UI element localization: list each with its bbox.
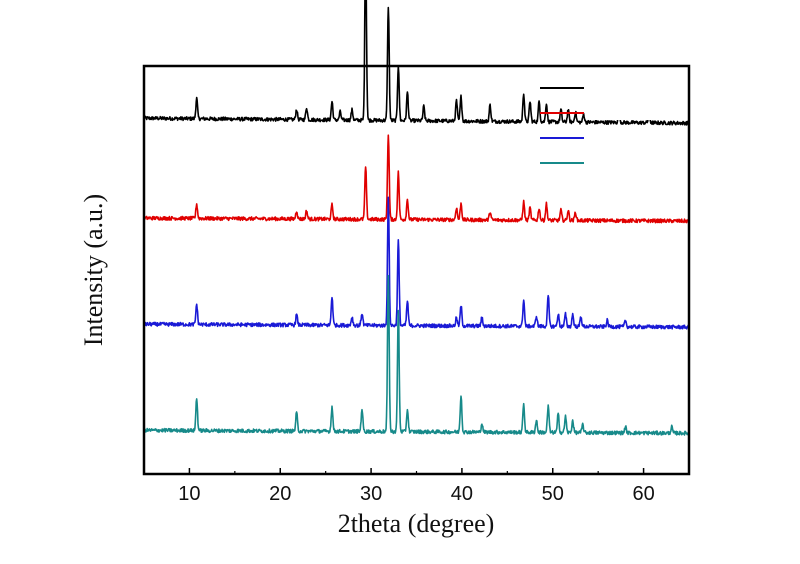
legend-label-3 <box>592 131 662 145</box>
series-line-1 <box>143 0 690 126</box>
x-tick-label: 40 <box>451 483 473 505</box>
x-tick-label: 10 <box>178 483 200 505</box>
legend-label-2 <box>592 106 662 120</box>
x-axis-title: 2theta (degree) <box>338 509 495 538</box>
x-tick-label: 60 <box>632 483 654 505</box>
plot-frame <box>142 64 691 476</box>
legend-label-4 <box>592 156 662 170</box>
legend-label-1 <box>592 81 662 95</box>
series-line-2 <box>143 134 690 224</box>
y-axis-title: Intensity (a.u.) <box>79 194 108 346</box>
series-line-3 <box>143 196 690 330</box>
series-line-4 <box>143 274 690 436</box>
series-layer <box>143 0 690 436</box>
legend <box>540 81 662 170</box>
x-tick-label: 20 <box>269 483 291 505</box>
x-ticks: 10 20 30 40 50 60 <box>178 468 655 505</box>
x-tick-label: 50 <box>542 483 564 505</box>
x-tick-label: 30 <box>360 483 382 505</box>
